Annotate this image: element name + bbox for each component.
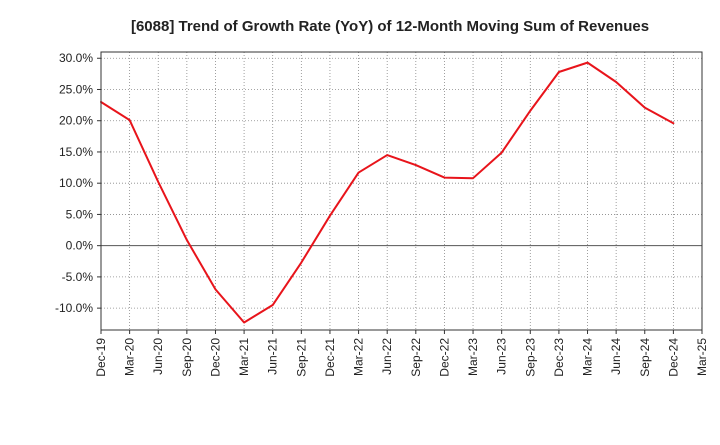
y-tick-label: 20.0%: [59, 114, 93, 128]
y-tick-label: 30.0%: [59, 51, 93, 65]
x-tick-label: Jun-22: [380, 338, 394, 375]
chart-title: [6088] Trend of Growth Rate (YoY) of 12-…: [131, 18, 649, 35]
y-tick-label: 25.0%: [59, 82, 93, 96]
x-tick-label: Mar-25: [695, 338, 709, 376]
plot-frame: [100, 51, 703, 331]
x-tick-label: Mar-21: [237, 338, 251, 376]
y-axis-ticks: -10.0% -5.0% 0.0% 5.0% 10.0% 15.0% 20.0% 25.0% 3…: [55, 51, 101, 315]
y-tick-label: 0.0%: [66, 239, 94, 253]
series-line-layer: [100, 61, 675, 324]
y-tick-label: 5.0%: [66, 207, 94, 221]
x-tick-label: Dec-23: [552, 338, 566, 377]
x-tick-label: Dec-20: [208, 338, 222, 377]
x-tick-label: Sep-20: [180, 338, 194, 377]
x-tick-label: Jun-20: [151, 338, 165, 375]
grid-lines: [101, 52, 702, 330]
x-tick-label: Mar-24: [581, 338, 595, 376]
x-tick-label: Mar-22: [352, 338, 366, 376]
x-tick-label: Mar-23: [466, 338, 480, 376]
x-axis-ticks: Dec-19 Mar-20 Jun-20 Sep-20 Dec-20 Mar-21 Jun-…: [94, 330, 709, 377]
x-tick-label: Jun-23: [495, 338, 509, 375]
x-tick-label: Jun-21: [266, 338, 280, 375]
y-tick-label: 15.0%: [59, 145, 93, 159]
x-tick-label: Dec-22: [437, 338, 451, 377]
x-tick-label: Sep-22: [409, 338, 423, 377]
x-tick-label: Jun-24: [609, 338, 623, 375]
x-tick-label: Sep-23: [523, 338, 537, 377]
series-line: [100, 61, 675, 324]
x-tick-label: Dec-21: [323, 338, 337, 377]
x-tick-label: Dec-19: [94, 338, 108, 377]
x-tick-label: Mar-20: [123, 338, 137, 376]
y-tick-label: -5.0%: [62, 270, 94, 284]
x-tick-label: Sep-21: [294, 338, 308, 377]
y-tick-label: -10.0%: [55, 301, 93, 315]
x-tick-label: Sep-24: [638, 338, 652, 377]
y-tick-label: 10.0%: [59, 176, 93, 190]
x-tick-label: Dec-24: [666, 338, 680, 377]
